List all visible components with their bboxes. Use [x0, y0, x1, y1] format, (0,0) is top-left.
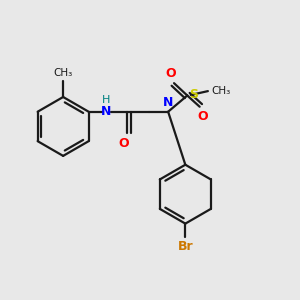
Text: CH₃: CH₃	[212, 86, 231, 96]
Text: O: O	[166, 67, 176, 80]
Text: O: O	[119, 137, 129, 150]
Text: N: N	[101, 105, 112, 118]
Text: S: S	[189, 88, 198, 101]
Text: N: N	[163, 96, 173, 109]
Text: H: H	[102, 95, 110, 105]
Text: O: O	[197, 110, 208, 123]
Text: CH₃: CH₃	[53, 68, 73, 78]
Text: Br: Br	[178, 240, 193, 253]
